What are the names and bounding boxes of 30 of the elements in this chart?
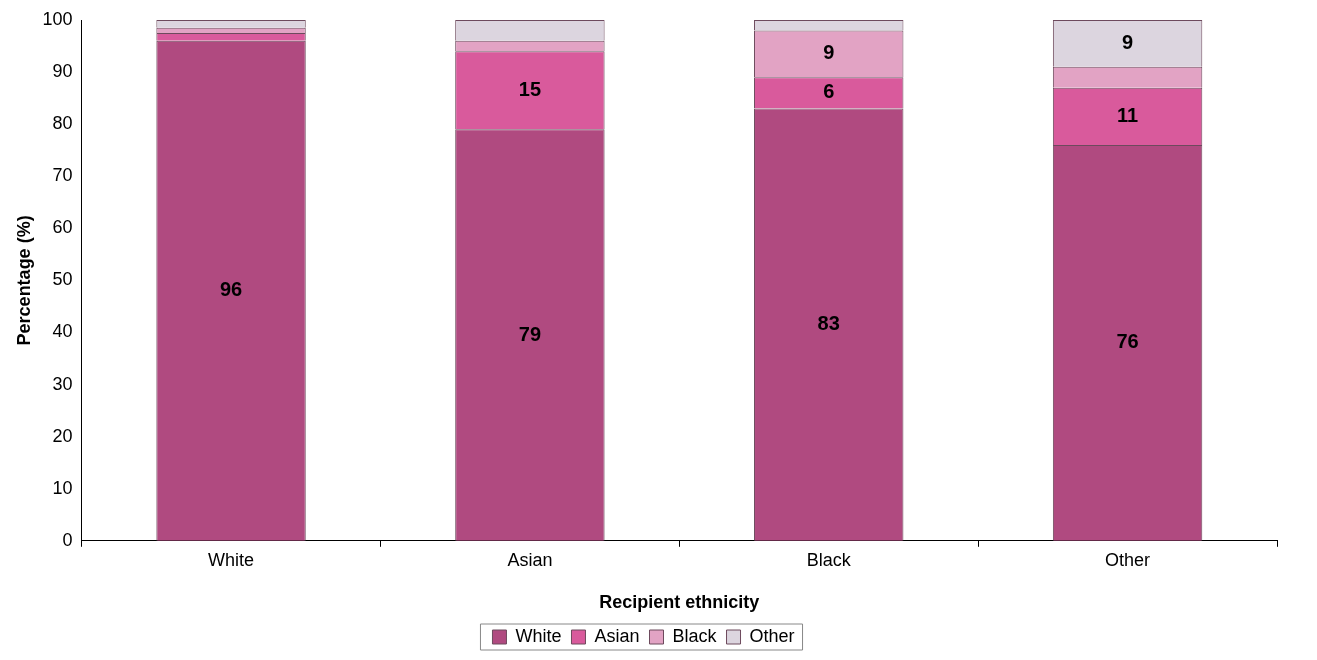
data-label: 6 bbox=[823, 80, 835, 103]
x-axis-title: Recipient ethnicity bbox=[599, 592, 760, 613]
legend-label: White bbox=[515, 625, 562, 646]
y-tick-label: 90 bbox=[52, 61, 73, 82]
y-tick-label: 50 bbox=[52, 269, 73, 290]
y-tick-label: 20 bbox=[52, 425, 73, 446]
data-label: 76 bbox=[1116, 330, 1139, 353]
x-tick-label: White bbox=[208, 549, 255, 570]
x-tick-label: Other bbox=[1105, 549, 1151, 570]
data-label: 11 bbox=[1117, 103, 1139, 126]
y-tick-label: 60 bbox=[52, 217, 73, 238]
data-label: 9 bbox=[823, 41, 835, 64]
y-axis-title: Percentage (%) bbox=[13, 215, 34, 346]
y-tick-label: 30 bbox=[52, 373, 73, 394]
data-label: 96 bbox=[219, 278, 243, 301]
x-tick-label: Asian bbox=[507, 549, 553, 570]
y-tick-label: 10 bbox=[52, 477, 73, 498]
legend-label: Asian bbox=[594, 625, 640, 646]
data-label: 79 bbox=[518, 322, 542, 345]
data-label: 15 bbox=[518, 77, 542, 100]
y-tick-label: 80 bbox=[52, 113, 73, 134]
legend-label: Black bbox=[672, 625, 718, 646]
data-label: 83 bbox=[817, 312, 840, 335]
y-tick-label: 40 bbox=[52, 321, 73, 342]
x-tick-label: Black bbox=[806, 549, 852, 570]
y-tick-label: 0 bbox=[62, 529, 73, 550]
y-tick-label: 70 bbox=[52, 165, 73, 186]
y-tick-label: 100 bbox=[42, 8, 73, 29]
legend-label: Other bbox=[749, 625, 795, 646]
data-label: 9 bbox=[1122, 30, 1134, 53]
